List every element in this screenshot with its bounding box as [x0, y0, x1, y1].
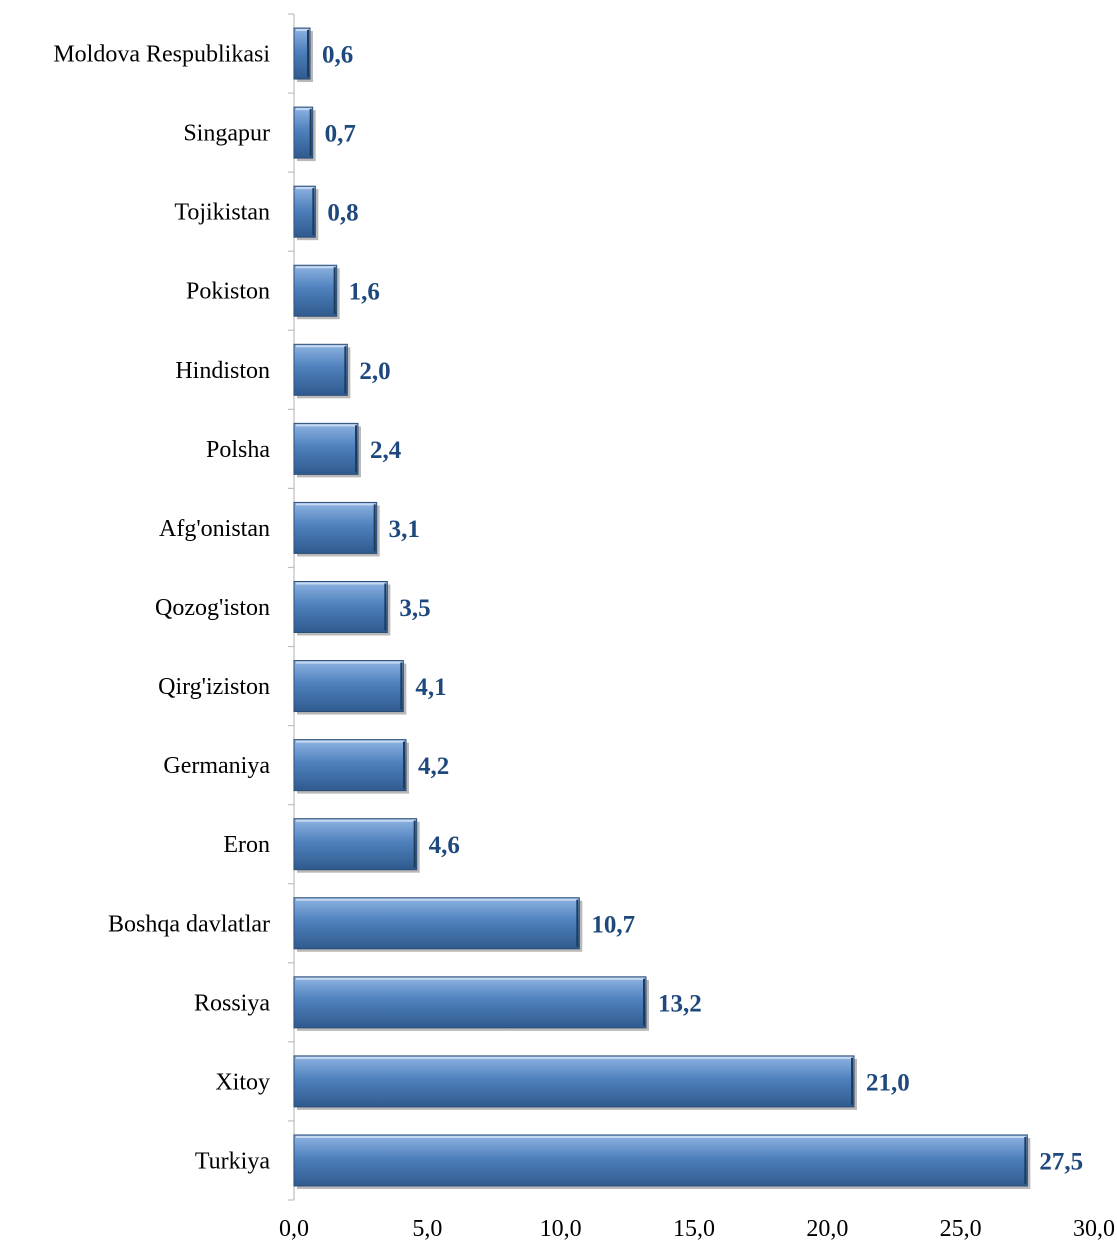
- bar: [293, 422, 359, 475]
- category-label: Hindiston: [175, 358, 270, 384]
- category-label: Singapur: [183, 121, 270, 147]
- data-label: 4,2: [418, 753, 449, 780]
- data-label: 0,7: [325, 121, 356, 148]
- category-label: Tojikistan: [174, 200, 270, 226]
- bar: [293, 897, 580, 950]
- data-label: 3,1: [389, 516, 420, 543]
- data-label: 2,4: [370, 437, 402, 464]
- data-label: 27,5: [1039, 1148, 1083, 1175]
- x-tick-label: 0,0: [279, 1216, 309, 1242]
- bars: [293, 27, 1031, 1189]
- data-label: 4,6: [429, 832, 460, 859]
- category-label: Eron: [223, 832, 270, 858]
- bar: [293, 264, 338, 317]
- data-label: 21,0: [866, 1069, 910, 1096]
- category-label: Pokiston: [186, 279, 270, 305]
- category-label: Rossiya: [194, 990, 270, 1016]
- data-label: 13,2: [658, 990, 702, 1017]
- labels: 0,0 5,0 10,0 15,0 20,0 25,0 30,0 Moldova Respub…: [53, 42, 1115, 1242]
- data-label: 3,5: [399, 595, 430, 622]
- bar: [293, 185, 316, 238]
- category-label: Qirg'iziston: [158, 674, 270, 700]
- bar: [293, 660, 404, 713]
- data-label: 4,1: [415, 674, 446, 701]
- category-label: Xitoy: [215, 1069, 270, 1095]
- bar: [293, 1055, 855, 1108]
- category-label: Moldova Respublikasi: [53, 42, 270, 68]
- bar: [293, 976, 647, 1029]
- category-label: Afg'onistan: [159, 516, 270, 542]
- x-tick-label: 10,0: [540, 1216, 582, 1242]
- data-label: 0,6: [322, 42, 353, 69]
- category-label: Polsha: [206, 437, 270, 463]
- bar: [293, 501, 378, 554]
- bar: [293, 1134, 1028, 1187]
- bar: [293, 581, 388, 633]
- data-label: 10,7: [591, 911, 635, 938]
- x-tick-label: 30,0: [1073, 1216, 1115, 1242]
- category-label: Boshqa davlatlar: [108, 911, 270, 937]
- data-label: 2,0: [359, 358, 390, 385]
- bar: [293, 106, 314, 159]
- category-label: Germaniya: [163, 753, 270, 779]
- x-tick-label: 15,0: [673, 1216, 715, 1242]
- data-label: 0,8: [327, 200, 358, 227]
- category-label: Qozog'iston: [155, 595, 270, 621]
- bar: [293, 739, 407, 792]
- data-label: 1,6: [349, 279, 380, 306]
- bar: [293, 818, 418, 871]
- x-tick-label: 5,0: [412, 1216, 442, 1242]
- x-tick-label: 20,0: [806, 1216, 848, 1242]
- axes: [288, 13, 295, 1201]
- bar: [293, 343, 348, 396]
- category-label: Turkiya: [195, 1148, 270, 1174]
- bar: [293, 27, 311, 80]
- x-tick-label: 25,0: [940, 1216, 982, 1242]
